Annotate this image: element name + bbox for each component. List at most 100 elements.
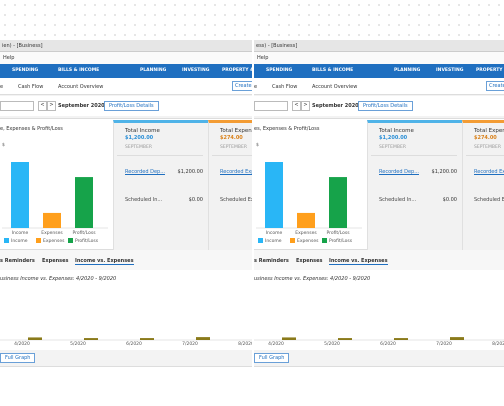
- row-amount: $1,200.00: [177, 169, 203, 175]
- legend-swatch: [258, 238, 263, 243]
- legend-label: Profit/Loss: [329, 238, 353, 244]
- tab[interactable]: Cash Flow: [272, 84, 298, 90]
- row-label[interactable]: Recorded Dep...: [125, 169, 165, 175]
- card-title: Total Expense: [474, 128, 504, 134]
- menu-item[interactable]: Help: [3, 55, 15, 61]
- bar: [394, 338, 408, 340]
- full-graph-button[interactable]: Full Graph: [0, 353, 36, 363]
- lower-tab[interactable]: Expenses: [42, 258, 69, 264]
- card-divider: [371, 155, 457, 156]
- legend-swatch: [290, 238, 295, 243]
- dropdown[interactable]: [0, 101, 34, 111]
- nav-item[interactable]: PROPERTY & DEBT: [476, 68, 504, 73]
- legend-label: Expenses: [297, 238, 319, 244]
- row-label[interactable]: Recorded Exp...: [474, 169, 504, 175]
- nav-item[interactable]: BILLS & INCOME: [312, 68, 354, 73]
- bar: [282, 337, 296, 340]
- lower-tab[interactable]: s Reminders: [0, 258, 35, 264]
- tab[interactable]: e: [0, 84, 4, 90]
- next-button[interactable]: >: [47, 101, 56, 111]
- bar: [297, 212, 315, 228]
- nav-item[interactable]: SPENDING: [12, 68, 39, 73]
- card-amount: $274.00: [474, 135, 497, 141]
- create-button[interactable]: Create a: [232, 81, 252, 91]
- nav-item[interactable]: INVESTING: [436, 68, 464, 73]
- legend-swatch: [4, 238, 9, 243]
- app-window: ien) - [Business] Help SPENDING BILLS & INC…: [0, 0, 252, 406]
- summary-card: [113, 120, 208, 250]
- details-button[interactable]: Profit/Loss Details: [358, 101, 413, 111]
- nav-item[interactable]: PLANNING: [394, 68, 421, 73]
- row-amount: $1,200.00: [431, 169, 457, 175]
- card-title: Total Expense: [220, 128, 252, 134]
- bar: [75, 177, 93, 228]
- dropdown[interactable]: [254, 101, 288, 111]
- nav-item[interactable]: PROPERTY & DEBT: [222, 68, 252, 73]
- card-title: Total Income: [379, 128, 414, 134]
- bar: [329, 177, 347, 228]
- x-tick-label: Income: [266, 230, 283, 236]
- trend-title: usiness Income vs. Expenses: 4/2020 - 9/…: [254, 276, 371, 282]
- prev-button[interactable]: <: [38, 101, 47, 111]
- row-label[interactable]: Recorded Dep...: [379, 169, 419, 175]
- trend-chart: 4/2020 5/2020 6/2020 7/2020 8/2020: [254, 337, 504, 347]
- bar: [196, 337, 210, 340]
- y-axis-label: $: [2, 142, 5, 148]
- menu-item[interactable]: Help: [257, 55, 269, 61]
- full-graph-button[interactable]: Full Graph: [254, 353, 290, 363]
- row-label[interactable]: Recorded Exp...: [220, 169, 252, 175]
- bar-chart: $ Income Income Expenses Expenses Profit/Loss…: [256, 142, 362, 244]
- card-amount: $274.00: [220, 135, 243, 141]
- lower-tab[interactable]: Income vs. Expenses: [329, 258, 388, 265]
- legend-swatch: [36, 238, 41, 243]
- legend-swatch: [68, 238, 73, 243]
- nav-item[interactable]: BILLS & INCOME: [58, 68, 100, 73]
- window-title: ess) - [Business]: [256, 43, 298, 49]
- tab[interactable]: Account Overview: [312, 84, 358, 90]
- x-tick-label: 6/2020: [380, 341, 396, 347]
- title-bar: [254, 40, 504, 52]
- trend-title: usiness Income vs. Expenses: 4/2020 - 9/…: [0, 276, 117, 282]
- details-button[interactable]: Profit/Loss Details: [104, 101, 159, 111]
- x-tick-label: 4/2020: [14, 341, 30, 347]
- chart-title: es, Expenses & Profit/Loss: [254, 126, 320, 132]
- create-button[interactable]: Create a: [486, 81, 504, 91]
- window-title: ien) - [Business]: [2, 43, 43, 49]
- legend-swatch: [322, 238, 327, 243]
- x-tick-label: 6/2020: [126, 341, 142, 347]
- summary-card: [367, 120, 462, 250]
- trend-chart: 4/2020 5/2020 6/2020 7/2020 8/2020: [0, 337, 252, 347]
- footer: [254, 366, 504, 406]
- month-label: September 2020: [312, 103, 359, 109]
- bar: [28, 337, 42, 340]
- prev-button[interactable]: <: [292, 101, 301, 111]
- menu-bar: [0, 52, 252, 64]
- tab[interactable]: e: [254, 84, 258, 90]
- bar-chart: $ Income Income Expenses Expenses Profit/Loss…: [2, 142, 108, 244]
- nav-bar: [254, 64, 504, 78]
- lower-tab[interactable]: s Reminders: [254, 258, 289, 264]
- footer: [0, 366, 252, 406]
- app-window: ess) - [Business] Help SPENDING BILLS & INC…: [254, 0, 504, 406]
- x-tick-label: 7/2020: [436, 341, 452, 347]
- lower-tab-bar: [254, 250, 504, 270]
- x-tick-label: 8/2020: [238, 341, 252, 347]
- nav-item[interactable]: SPENDING: [266, 68, 293, 73]
- lower-tab[interactable]: Expenses: [296, 258, 323, 264]
- tab[interactable]: Account Overview: [58, 84, 104, 90]
- row-label: Scheduled In...: [125, 197, 163, 203]
- legend-label: Income: [265, 238, 282, 244]
- nav-bar: [0, 64, 252, 78]
- lower-tab[interactable]: Income vs. Expenses: [75, 258, 134, 265]
- row-label: Scheduled Exp...: [474, 197, 504, 203]
- month-label: September 2020: [58, 103, 105, 109]
- tab[interactable]: Cash Flow: [18, 84, 44, 90]
- row-label: Scheduled In...: [379, 197, 417, 203]
- nav-item[interactable]: PLANNING: [140, 68, 167, 73]
- x-tick-label: Expenses: [41, 230, 63, 236]
- trend-area: [0, 270, 252, 350]
- legend-label: Expenses: [43, 238, 65, 244]
- nav-item[interactable]: INVESTING: [182, 68, 210, 73]
- next-button[interactable]: >: [301, 101, 310, 111]
